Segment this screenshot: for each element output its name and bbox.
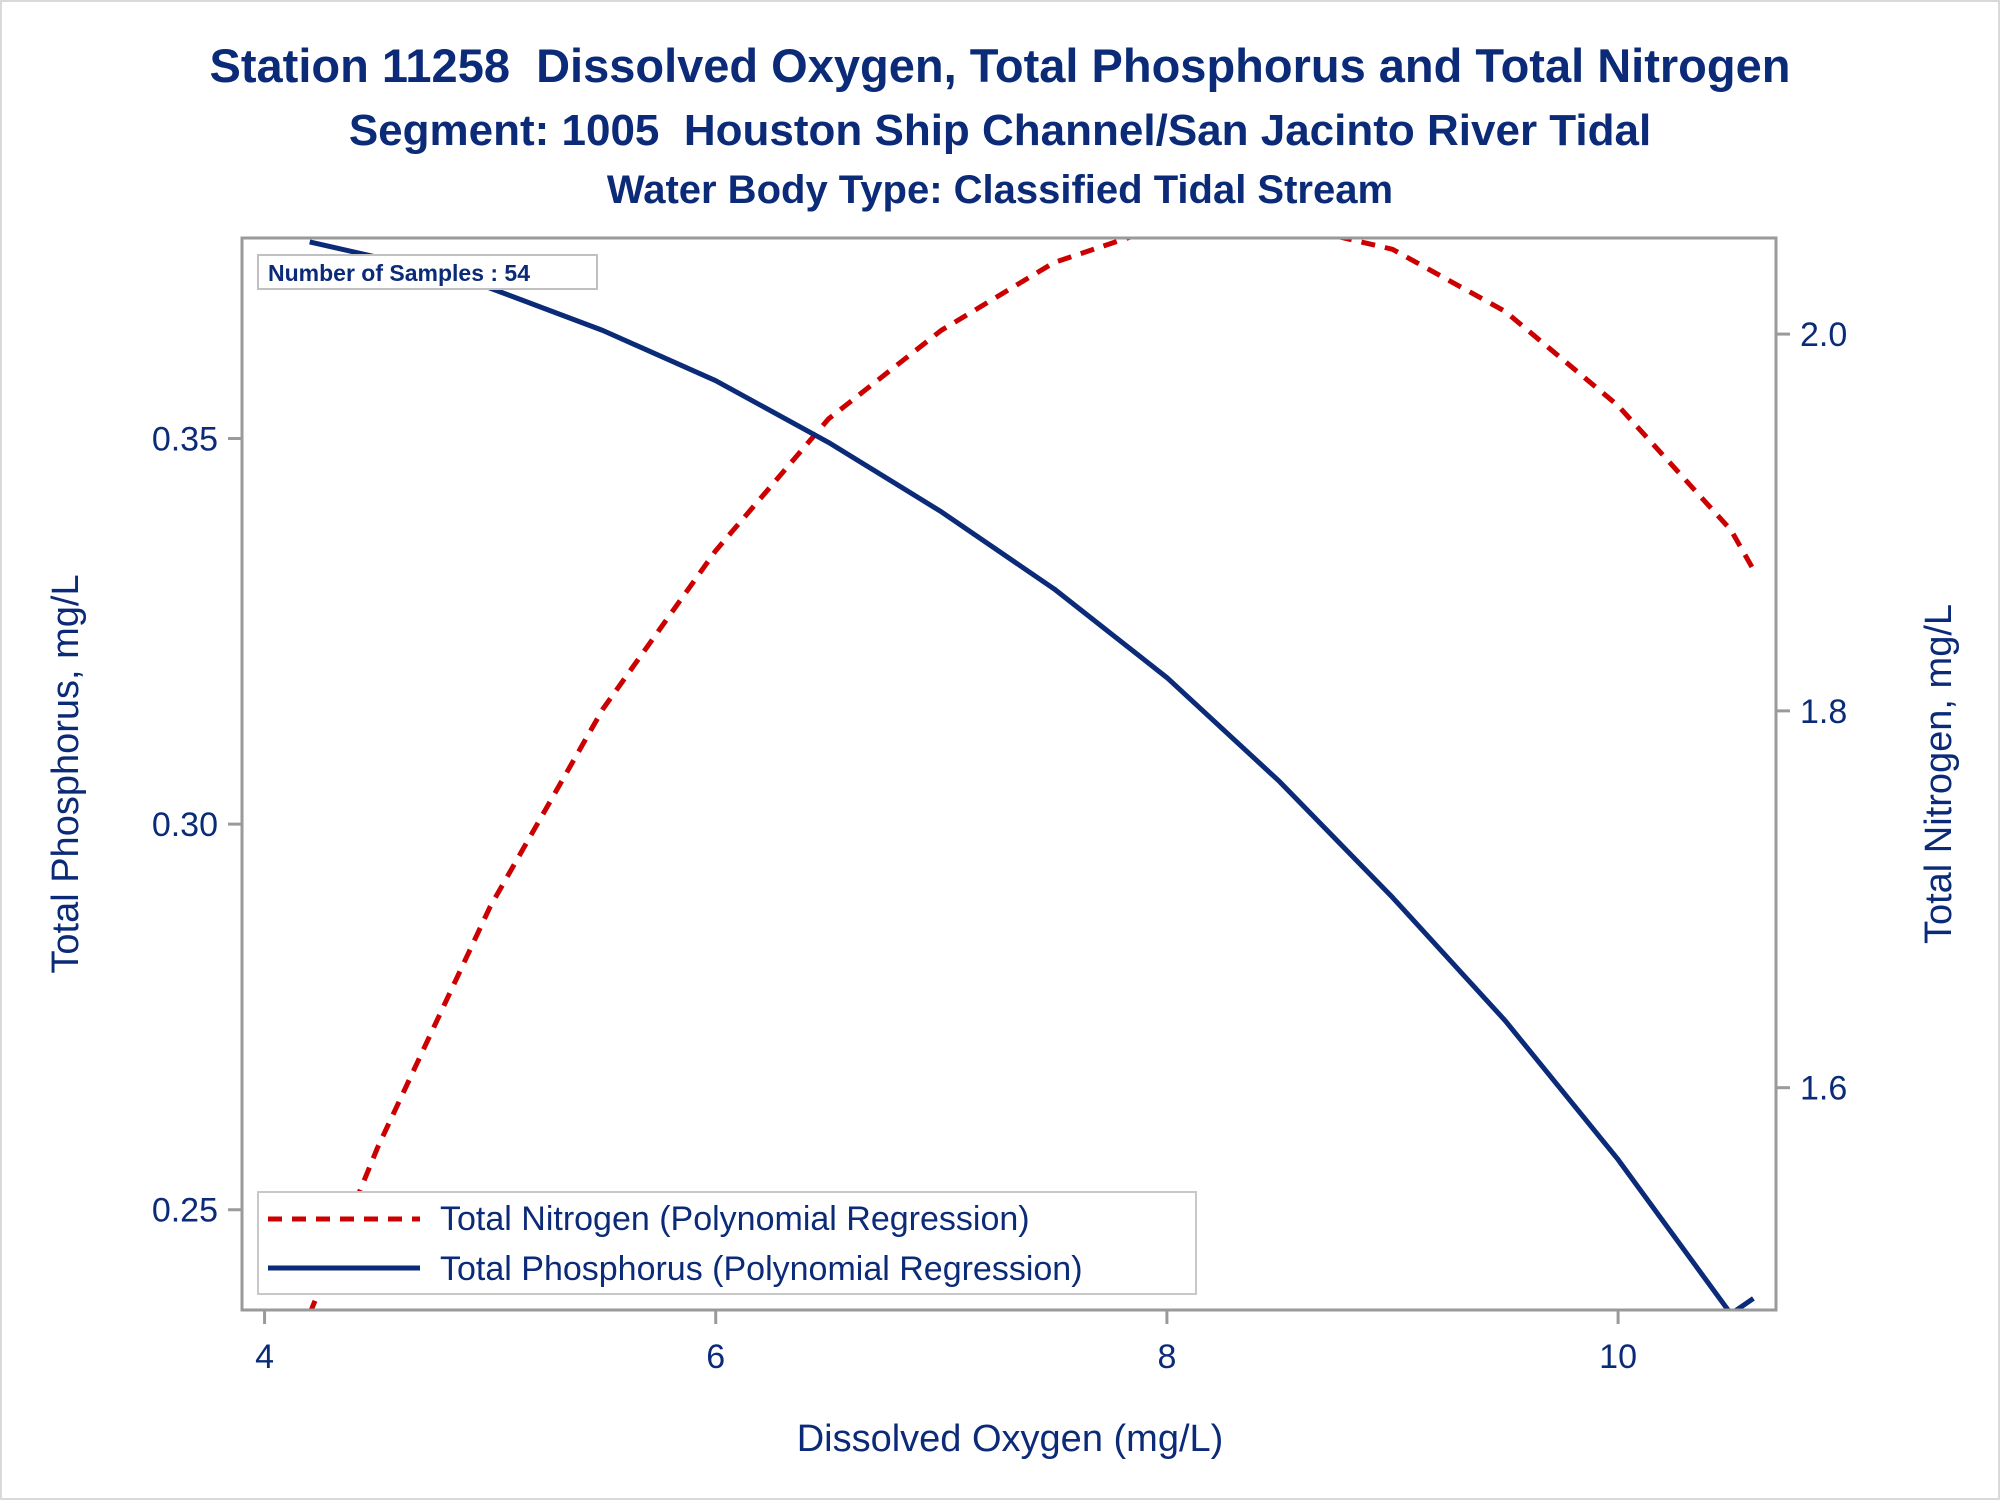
x-axis-label: Dissolved Oxygen (mg/L)	[797, 1418, 1224, 1460]
x-tick-label: 4	[255, 1338, 274, 1376]
legend-label-phosphorus: Total Phosphorus (Polynomial Regression)	[440, 1250, 1083, 1288]
chart-title: Station 11258 Dissolved Oxygen, Total Ph…	[209, 39, 1791, 92]
y-left-tick-label: 0.35	[152, 421, 218, 459]
sample-count-box: Number of Samples : 54	[257, 254, 598, 290]
ticks-layer: 4 6 8 10 0.25 0.30 0.35 1.6 1.8 2.0	[152, 316, 1847, 1376]
y-right-tick-label: 1.8	[1800, 693, 1847, 731]
y-right-tick-label: 2.0	[1800, 316, 1847, 354]
y-left-tick-label: 0.30	[152, 806, 218, 844]
x-tick-label: 8	[1157, 1338, 1176, 1376]
chart-subtitle: Segment: 1005 Houston Ship Channel/San J…	[348, 106, 1652, 155]
sample-count-label: Number of Samples : 54	[268, 260, 530, 286]
series-line-phosphorus	[309, 239, 1755, 1310]
legend: Total Nitrogen (Polynomial Regression) T…	[257, 1191, 1197, 1295]
y-right-tick-label: 1.6	[1800, 1070, 1847, 1108]
legend-label-nitrogen: Total Nitrogen (Polynomial Regression)	[440, 1200, 1030, 1238]
series-line-nitrogen	[308, 238, 1756, 1310]
y-axis-left-label: Total Phosphorus, mg/L	[45, 574, 87, 973]
plot-frame	[240, 236, 1778, 1312]
series-layer	[308, 238, 1756, 1310]
y-left-tick-label: 0.25	[152, 1192, 218, 1230]
x-tick-label: 10	[1599, 1338, 1637, 1376]
y-axis-right-label: Total Nitrogen, mg/L	[1918, 604, 1960, 944]
chart-subtitle-2: Water Body Type: Classified Tidal Stream	[606, 168, 1394, 212]
x-tick-label: 6	[706, 1338, 725, 1376]
